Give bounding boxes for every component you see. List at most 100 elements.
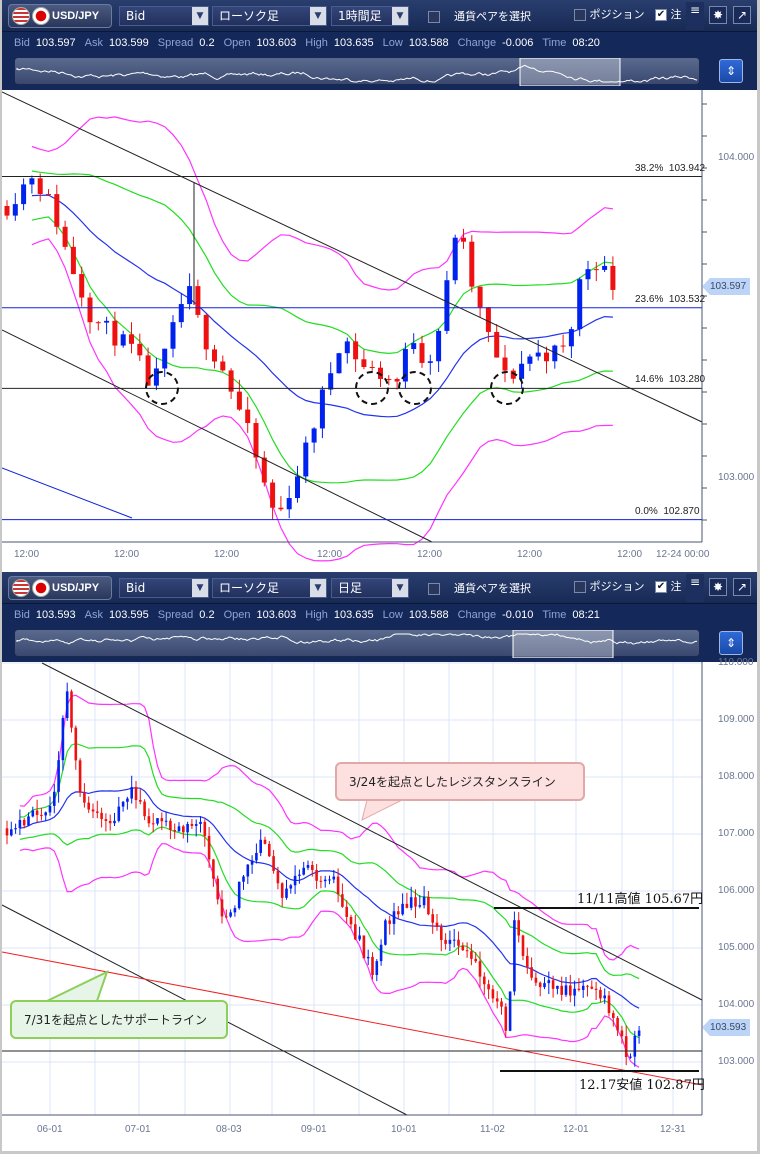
quote-row: Bid 103.593 Ask 103.595 Spread 0.2 Open 103.603… — [14, 609, 609, 621]
quote-value-change: -0.010 — [502, 609, 534, 621]
candle-body — [419, 343, 425, 363]
candle-body — [384, 920, 387, 945]
support-callout: 7/31を起点としたサポートライン — [10, 1000, 228, 1039]
candle-body — [160, 818, 164, 822]
candle-body — [113, 820, 116, 824]
scale-toggle-icon[interactable]: ⇕ — [719, 59, 743, 83]
pair-select-toggle[interactable]: 通貨ペアを選択 — [428, 580, 531, 596]
timeframe-select[interactable]: 1時間足 ▼ — [331, 6, 409, 26]
x-tick-label: 12:00 — [114, 549, 140, 560]
navigator-scrollbar[interactable] — [14, 57, 700, 87]
candle-body — [624, 1036, 628, 1058]
quote-label-time: Time — [542, 37, 567, 49]
candle-body — [602, 265, 608, 270]
candle-body — [452, 237, 458, 281]
candle-body — [78, 760, 82, 793]
candle-body — [87, 297, 93, 323]
candle-body — [530, 967, 533, 978]
pair-select-toggle[interactable]: 通貨ペアを選択 — [428, 8, 531, 24]
flag-jp-icon — [32, 579, 50, 597]
candle-body — [394, 379, 400, 382]
candle-body — [139, 799, 142, 802]
chevron-down-icon: ▼ — [192, 7, 208, 25]
candle-body — [577, 988, 581, 990]
y-tick-label: 104.000 — [718, 152, 755, 163]
quote-value-spread: 0.2 — [199, 609, 215, 621]
price-chart[interactable] — [1, 662, 758, 1156]
candle-body — [637, 1030, 641, 1036]
price-type-select[interactable]: Bid ▼ — [119, 6, 209, 26]
menu-icon[interactable]: ≡ — [686, 2, 704, 30]
hourly-chart-panel: USD/JPY Bid ▼ ローソク足 ▼ 1時間足 ▼ 通貨ペアを選択 ポジション … — [0, 0, 760, 572]
candle-body — [414, 897, 417, 907]
x-tick-label: 06-01 — [37, 1124, 63, 1135]
symbol-label: USD/JPY — [52, 582, 100, 594]
timeframe-select[interactable]: 日足 ▼ — [331, 578, 409, 598]
gear-icon[interactable]: ✸ — [709, 578, 727, 596]
candle-body — [199, 821, 202, 825]
x-tick-label: 10-01 — [391, 1124, 417, 1135]
candle-body — [552, 345, 558, 362]
navigator-scrollbar[interactable] — [14, 629, 700, 659]
checkbox-checked-icon: ✔ — [655, 581, 667, 593]
candle-body — [120, 334, 126, 346]
candle-body — [295, 476, 300, 499]
symbol-label: USD/JPY — [52, 10, 100, 22]
candle-body — [607, 995, 611, 1014]
popout-arrow-icon[interactable]: ↗ — [733, 6, 751, 24]
candle-body — [379, 944, 383, 962]
candle-body — [220, 899, 224, 917]
quote-value-spread: 0.2 — [199, 37, 215, 49]
candle-body — [411, 343, 417, 350]
candle-body — [212, 349, 217, 362]
toolbar: USD/JPY Bid ▼ ローソク足 ▼ 1時間足 ▼ 通貨ペアを選択 ポジション … — [2, 0, 757, 32]
pair-select-label: 通貨ペアを選択 — [454, 582, 531, 595]
candle-body — [145, 355, 151, 386]
candle-body — [276, 870, 280, 884]
quote-value-high: 103.635 — [333, 37, 374, 49]
candle-body — [358, 935, 361, 940]
candle-body — [461, 237, 466, 242]
y-tick-label: 104.000 — [718, 999, 755, 1010]
symbol-button[interactable]: USD/JPY — [8, 576, 112, 600]
scale-toggle-icon[interactable]: ⇕ — [719, 631, 743, 655]
candle-body — [54, 194, 60, 227]
chart-type-select[interactable]: ローソク足 ▼ — [212, 578, 327, 598]
symbol-button[interactable]: USD/JPY — [8, 4, 112, 28]
quote-value-time: 08:21 — [572, 609, 600, 621]
candle-body — [62, 226, 68, 247]
order-toggle[interactable]: ✔ 注 — [655, 6, 682, 22]
candle-body — [502, 357, 508, 371]
candle-body — [306, 865, 310, 868]
chart-type-select[interactable]: ローソク足 ▼ — [212, 6, 327, 26]
x-tick-label: 12:00 — [317, 549, 343, 560]
candle-body — [444, 939, 447, 944]
fib-price: 102.870 — [663, 505, 700, 517]
candle-body — [270, 482, 276, 508]
candle-body — [362, 935, 366, 959]
popout-arrow-icon[interactable]: ↗ — [733, 578, 751, 596]
bollinger-lower-2sigma — [31, 238, 613, 562]
price-type-select[interactable]: Bid ▼ — [119, 578, 209, 598]
candle-body — [388, 920, 391, 924]
candle-body — [586, 985, 589, 987]
candle-body — [302, 867, 305, 875]
candle-body — [361, 359, 367, 368]
candle-body — [285, 888, 288, 898]
current-price-tag: 103.597 — [702, 278, 751, 295]
position-toggle[interactable]: ポジション — [574, 6, 645, 22]
candle-body — [510, 370, 516, 379]
menu-icon[interactable]: ≡ — [686, 574, 704, 602]
candle-body — [491, 989, 495, 999]
candle-body — [74, 727, 78, 761]
position-toggle[interactable]: ポジション — [574, 578, 645, 594]
candle-body — [303, 442, 309, 477]
candle-body — [354, 924, 357, 940]
candle-body — [195, 286, 201, 315]
gear-icon[interactable]: ✸ — [709, 6, 727, 24]
order-toggle[interactable]: ✔ 注 — [655, 578, 682, 594]
candle-body — [474, 958, 477, 962]
x-tick-label: 12:00 — [14, 549, 40, 560]
pair-select-label: 通貨ペアを選択 — [454, 10, 531, 23]
price-chart[interactable] — [1, 90, 758, 576]
